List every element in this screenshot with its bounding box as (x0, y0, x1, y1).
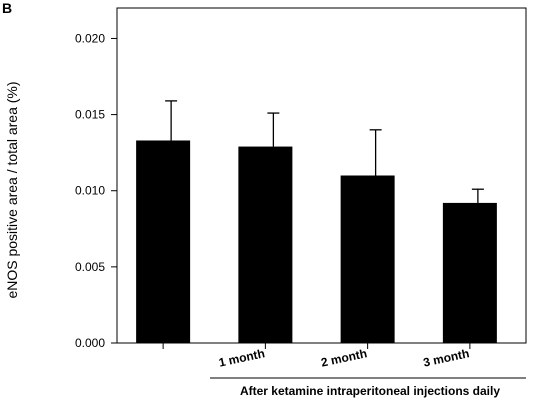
x-tick-labels: 1 month 2 month 3 month (217, 346, 470, 369)
x-tick-label: 1 month (217, 346, 266, 369)
x-axis-label: After ketamine intraperitoneal injection… (240, 384, 500, 398)
x-tick-label: 2 month (320, 346, 369, 369)
bar (136, 140, 191, 343)
x-tick-label: 3 month (422, 346, 471, 369)
bar (238, 146, 293, 343)
y-tick-label: 0.020 (75, 31, 105, 45)
bar (340, 175, 395, 343)
panel-label: B (2, 0, 13, 16)
bar (442, 202, 497, 343)
y-tick-label: 0.005 (75, 260, 105, 274)
y-tick-label: 0.015 (75, 108, 105, 122)
axes: 0.000 0.005 0.010 0.015 0.020 (75, 7, 527, 379)
y-tick-label: 0.000 (75, 336, 105, 350)
bars (136, 100, 497, 343)
y-tick-label: 0.010 (75, 184, 105, 198)
plot-frame (116, 7, 527, 344)
